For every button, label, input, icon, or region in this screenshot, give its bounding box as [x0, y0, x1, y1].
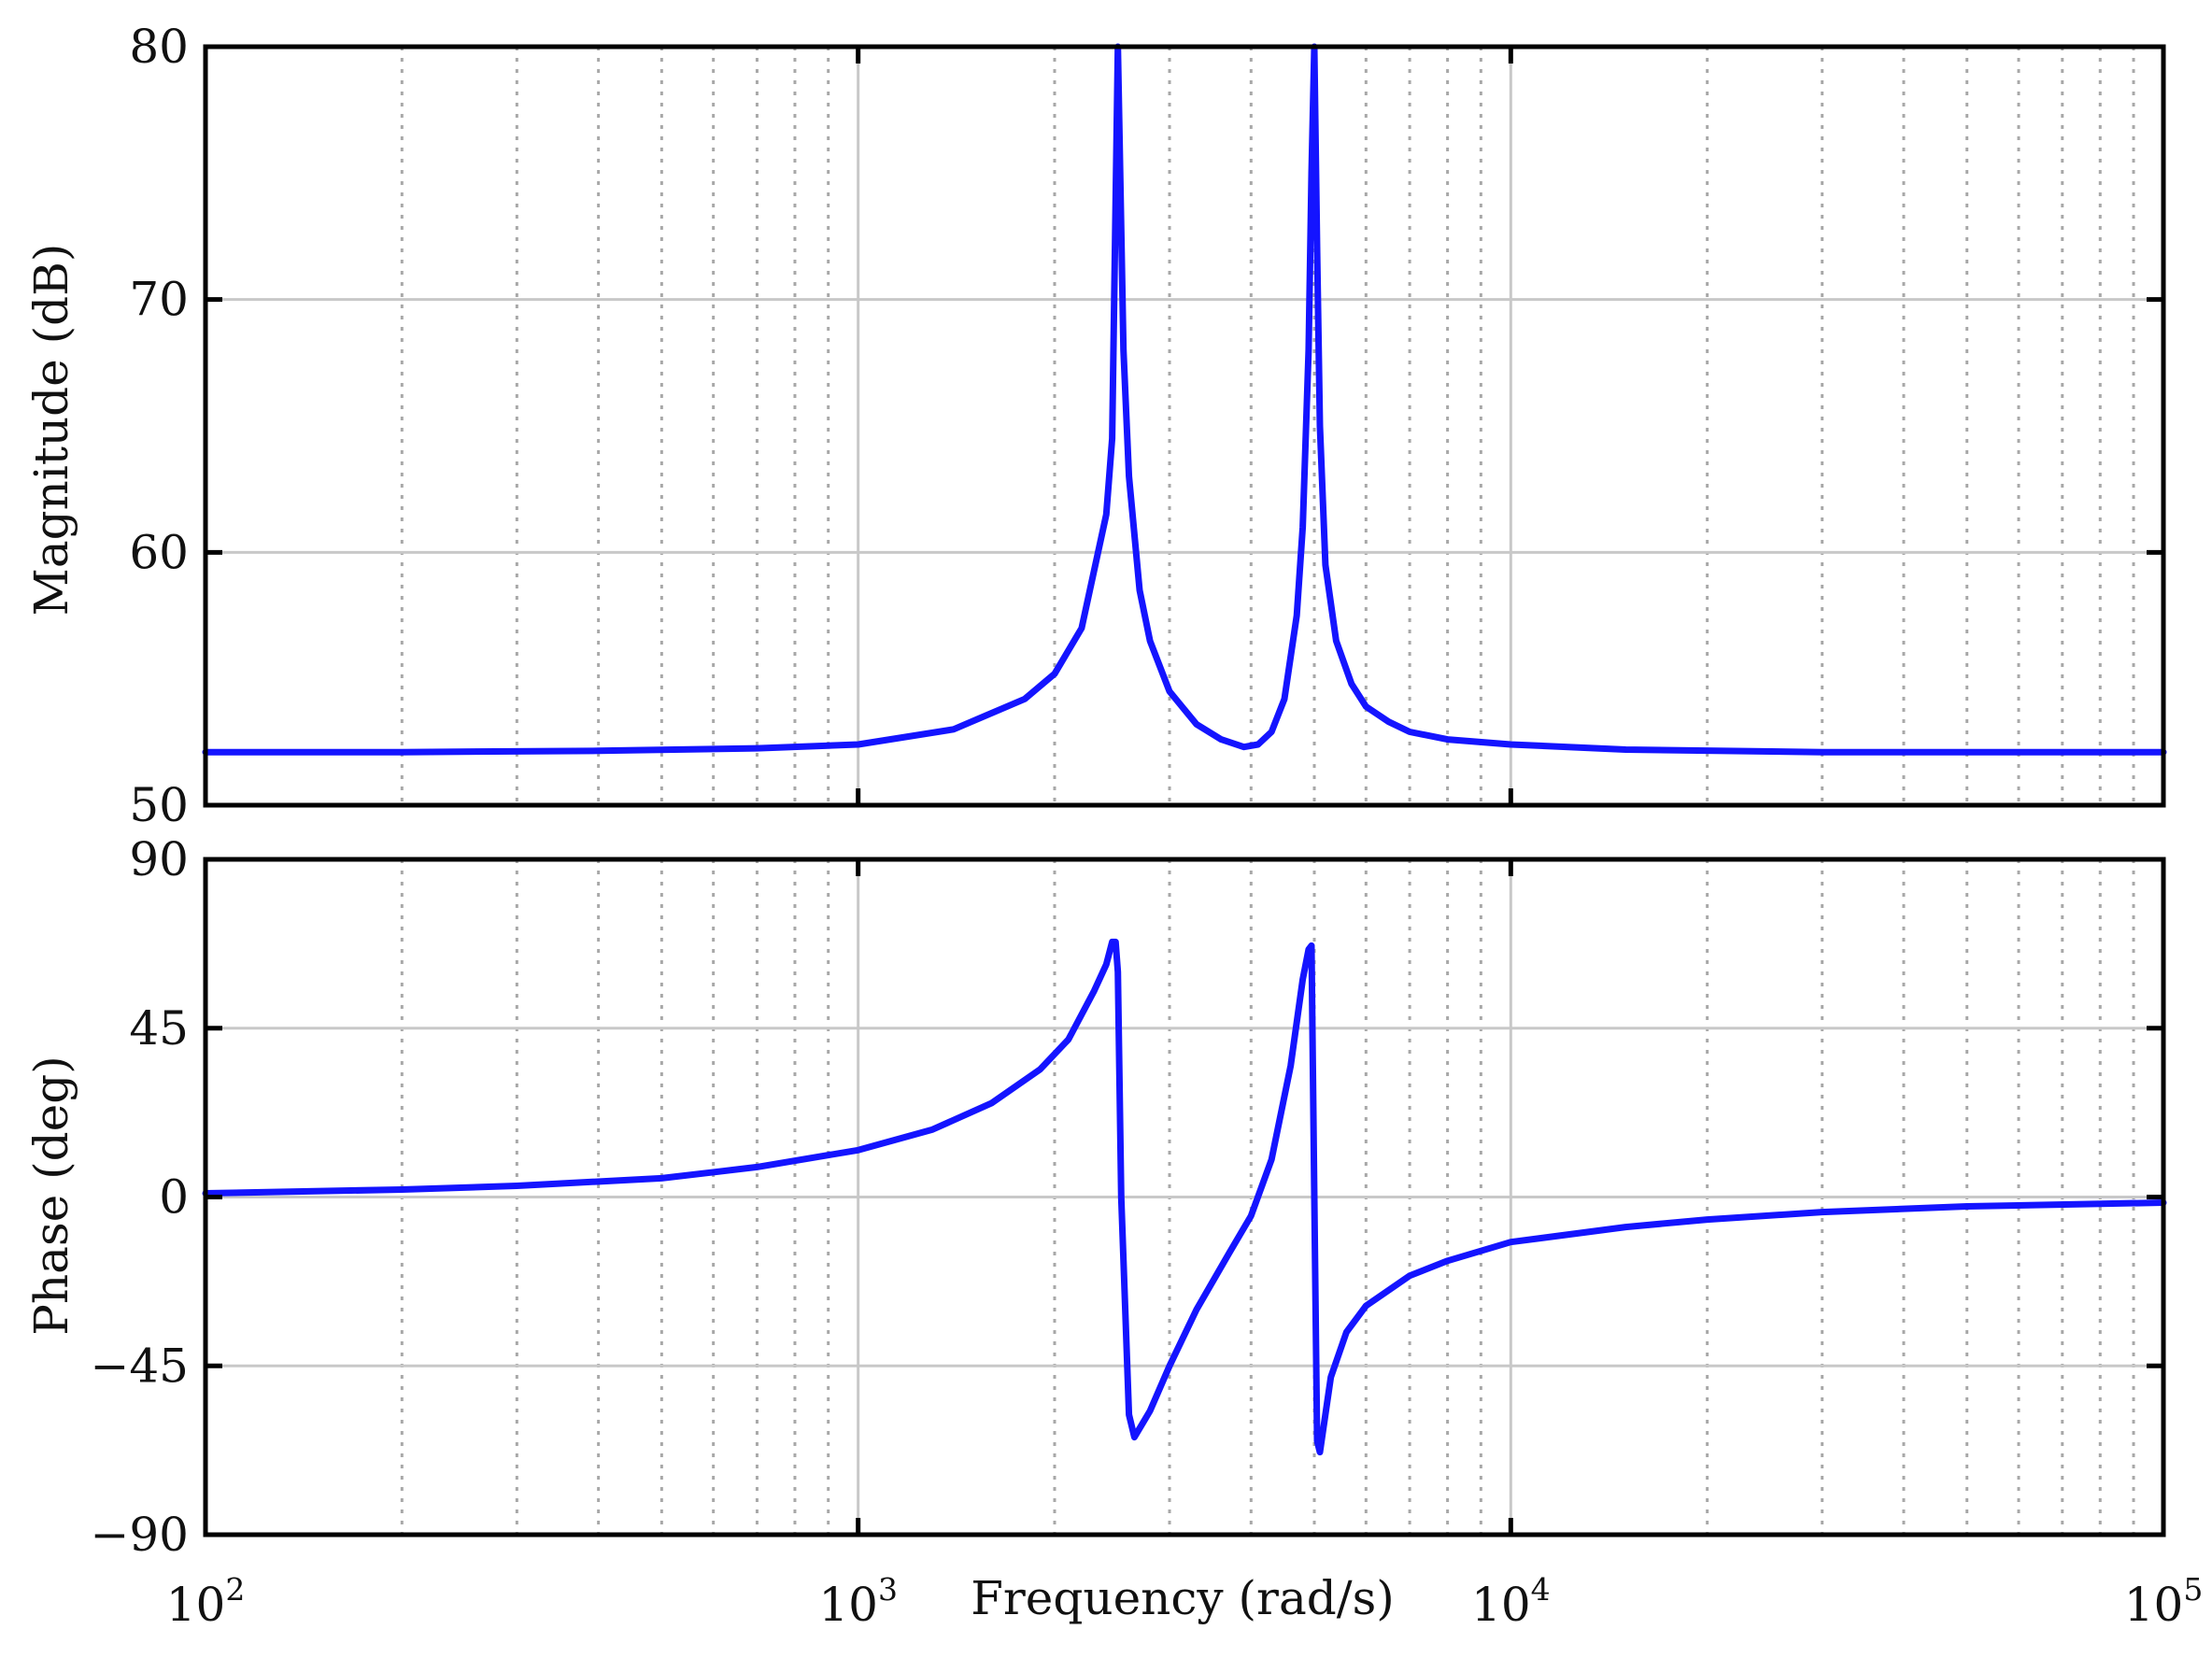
phase-y-axis-label: Phase (deg)	[24, 1056, 78, 1335]
phase-y-tick-label: −90	[90, 1508, 189, 1562]
magnitude-grid	[206, 47, 2163, 805]
phase-y-tick-label: 0	[159, 1170, 189, 1225]
phase-y-tick-label: −45	[90, 1339, 189, 1393]
magnitude-y-tick-label: 50	[129, 778, 189, 832]
phase-grid	[206, 859, 2163, 1535]
phase-panel: −90 −45 0 45 90 Phase (deg)	[24, 832, 2167, 1562]
phase-y-tick-label: 45	[129, 1001, 189, 1056]
x-tick-label: 102	[166, 1571, 246, 1632]
phase-y-tick-label: 90	[129, 832, 189, 886]
frequency-x-axis-label: Frequency (rad/s)	[971, 1571, 1395, 1625]
magnitude-y-tick-label: 80	[129, 20, 189, 74]
magnitude-series-line	[202, 43, 2167, 756]
magnitude-y-tick-label: 70	[129, 273, 189, 327]
magnitude-y-ticks: 50 60 70 80	[129, 20, 2166, 832]
magnitude-y-tick-label: 60	[129, 525, 189, 579]
phase-series-line	[202, 938, 2167, 1456]
magnitude-panel: 50 60 70 80 Magnitude (dB)	[24, 20, 2167, 832]
x-tick-label: 103	[818, 1571, 898, 1632]
x-tick-label: 105	[2124, 1571, 2204, 1632]
frequency-x-ticks: 102 103 104 105	[166, 1571, 2204, 1632]
magnitude-axes-frame	[203, 44, 2166, 808]
magnitude-y-axis-label: Magnitude (dB)	[24, 244, 78, 616]
x-tick-label: 104	[1471, 1571, 1551, 1632]
phase-y-ticks: −90 −45 0 45 90	[90, 832, 2166, 1562]
